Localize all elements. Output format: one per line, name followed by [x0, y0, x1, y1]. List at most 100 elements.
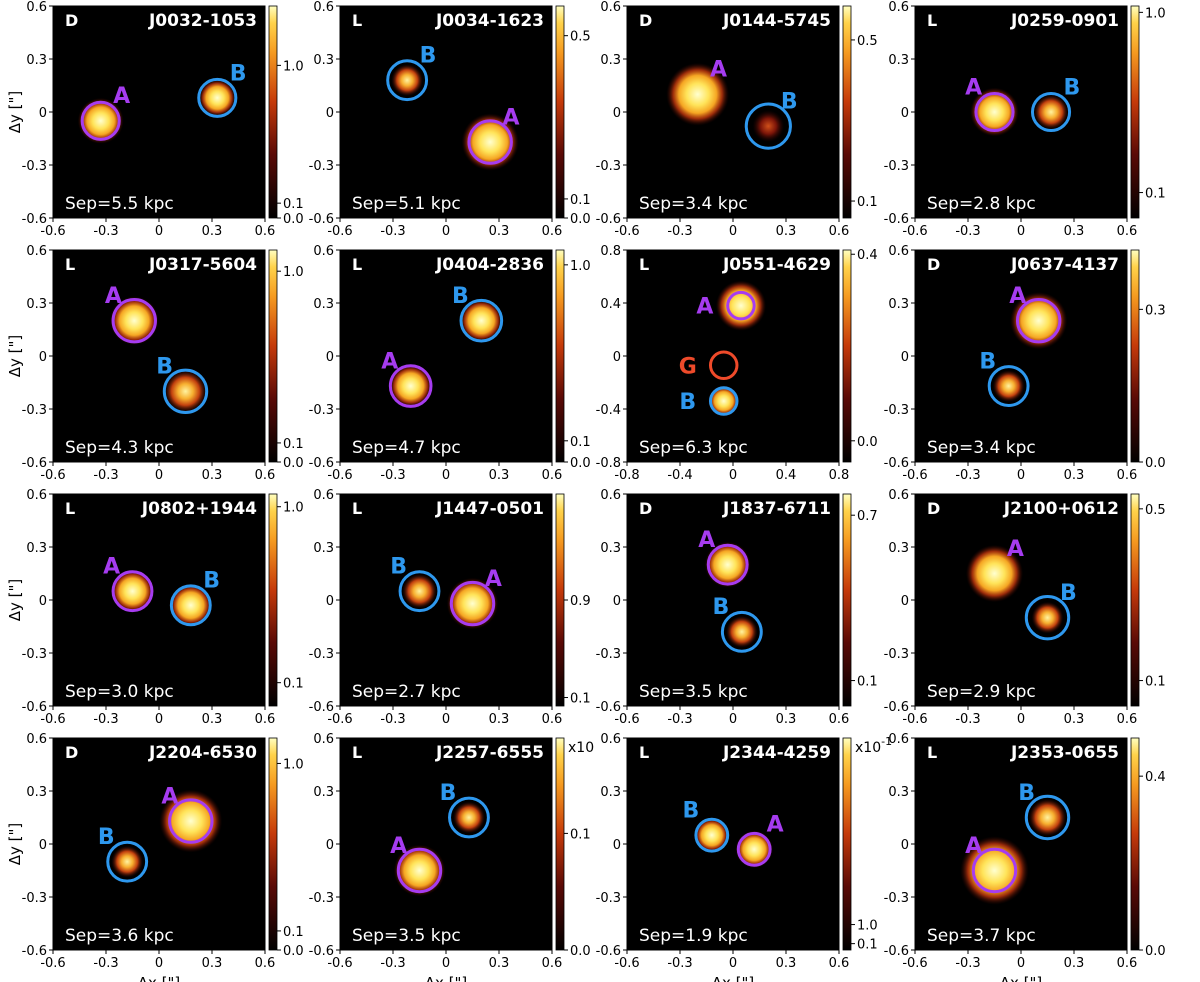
y-tick-label: 0.6 — [600, 732, 621, 747]
image-background — [915, 738, 1127, 950]
x-tick-label: 0.8 — [829, 468, 850, 483]
source-A-circle — [449, 580, 496, 627]
colorbar — [842, 5, 852, 219]
y-tick-label: 0.6 — [313, 732, 334, 747]
source-B-label: B — [781, 89, 798, 114]
colorbar-tick-label: 0.1 — [283, 437, 304, 452]
y-tick-label: -0.6 — [309, 212, 334, 227]
source-A-label: A — [381, 349, 398, 374]
source-B-label: B — [440, 781, 457, 806]
x-tick-label: -0.6 — [327, 956, 352, 971]
panel-tag: L — [65, 499, 75, 518]
y-tick-label: -0.6 — [596, 212, 621, 227]
y-tick-label: -0.3 — [884, 891, 909, 906]
panel-tag: D — [639, 11, 652, 30]
source-A-circle — [388, 364, 433, 408]
separation-label: Sep=2.8 kpc — [927, 194, 1036, 214]
colorbar-tick-label: 0.0 — [570, 456, 591, 471]
y-tick-label: 0.3 — [888, 541, 909, 556]
source-B-emission — [694, 817, 730, 853]
x-tick-label: 0 — [155, 956, 163, 971]
y-tick-label: 0.4 — [600, 297, 621, 312]
colorbar-tick-label: 0.1 — [857, 195, 878, 210]
y-tick-label: 0.6 — [888, 732, 909, 747]
x-tick-label: 0.6 — [829, 712, 850, 727]
y-tick-label: 0.3 — [888, 785, 909, 800]
colorbar-tick-label: 0.1 — [1145, 675, 1166, 690]
panel-title: J2257-6555 — [435, 743, 544, 763]
separation-label: Sep=3.0 kpc — [65, 682, 174, 702]
y-tick-label: 0.8 — [600, 244, 621, 259]
source-B-emission — [453, 801, 485, 834]
colorbar — [1130, 737, 1140, 951]
source-A-circle — [974, 91, 1015, 133]
source-B-circle — [1024, 594, 1071, 641]
source-A-emission — [704, 541, 751, 588]
x-tick-label: -0.3 — [667, 224, 692, 239]
separation-label: Sep=4.3 kpc — [65, 438, 174, 458]
x-tick-label: 0.3 — [489, 712, 510, 727]
y-tick-label: 0.3 — [313, 53, 334, 68]
x-tick-label: -0.6 — [40, 956, 65, 971]
source-A-circle — [168, 798, 214, 844]
source-A-emission — [110, 569, 155, 613]
source-A-label: A — [161, 784, 178, 809]
y-tick-label: 0 — [613, 594, 621, 609]
colorbar — [268, 737, 278, 951]
y-tick-label: -0.6 — [884, 944, 909, 959]
y-tick-label: -0.6 — [22, 700, 47, 715]
x-tick-label: 0.6 — [1117, 224, 1138, 239]
x-axis-label: Δx ["] — [138, 974, 181, 982]
source-B-circle — [398, 570, 441, 613]
separation-label: Sep=2.7 kpc — [352, 682, 461, 702]
y-tick-label: -0.3 — [22, 403, 47, 418]
source-B-label: B — [1060, 581, 1077, 606]
y-tick-label: 0 — [326, 350, 334, 365]
y-tick-label: -0.3 — [309, 891, 334, 906]
x-tick-label: 0.6 — [255, 712, 276, 727]
x-tick-label: -0.6 — [902, 956, 927, 971]
colorbar-tick-label: 0.4 — [1145, 770, 1166, 785]
x-tick-label: 0.6 — [542, 224, 563, 239]
x-tick-label: 0 — [1017, 956, 1025, 971]
source-B-circle — [162, 368, 209, 415]
colorbar — [268, 5, 278, 219]
panel-title: J2204-6530 — [148, 743, 257, 763]
panel-title: J0637-4137 — [1010, 255, 1119, 275]
image-layer — [666, 62, 785, 143]
y-tick-label: 0.3 — [313, 785, 334, 800]
y-tick-label: -0.6 — [309, 944, 334, 959]
colorbar-tick-label: 1.0 — [283, 265, 304, 280]
x-tick-label: 0.6 — [829, 224, 850, 239]
y-tick-label: -0.6 — [22, 944, 47, 959]
x-tick-label: 0.3 — [489, 468, 510, 483]
x-tick-label: 0.3 — [489, 224, 510, 239]
source-A-label: A — [485, 567, 502, 592]
image-layer — [77, 79, 237, 144]
source-B-emission — [1031, 601, 1064, 634]
y-tick-label: 0 — [39, 594, 47, 609]
separation-label: Sep=3.6 kpc — [65, 926, 174, 946]
x-tick-label: 0 — [729, 468, 737, 483]
image-layer — [110, 569, 213, 627]
x-tick-label: 0 — [1017, 712, 1025, 727]
y-tick-label: 0 — [901, 594, 909, 609]
panel-title: J0317-5604 — [148, 255, 257, 275]
panel-title: J1837-6711 — [722, 499, 831, 519]
y-tick-label: -0.3 — [22, 647, 47, 662]
x-tick-label: 0.6 — [542, 712, 563, 727]
x-tick-label: -0.3 — [93, 468, 118, 483]
y-tick-label: -0.6 — [884, 456, 909, 471]
y-tick-label: -0.6 — [22, 456, 47, 471]
panel-title: J2353-0655 — [1010, 743, 1119, 763]
source-A-emission — [393, 844, 446, 897]
colorbar-exponent: x10 — [568, 740, 594, 756]
y-tick-label: 0.3 — [888, 53, 909, 68]
